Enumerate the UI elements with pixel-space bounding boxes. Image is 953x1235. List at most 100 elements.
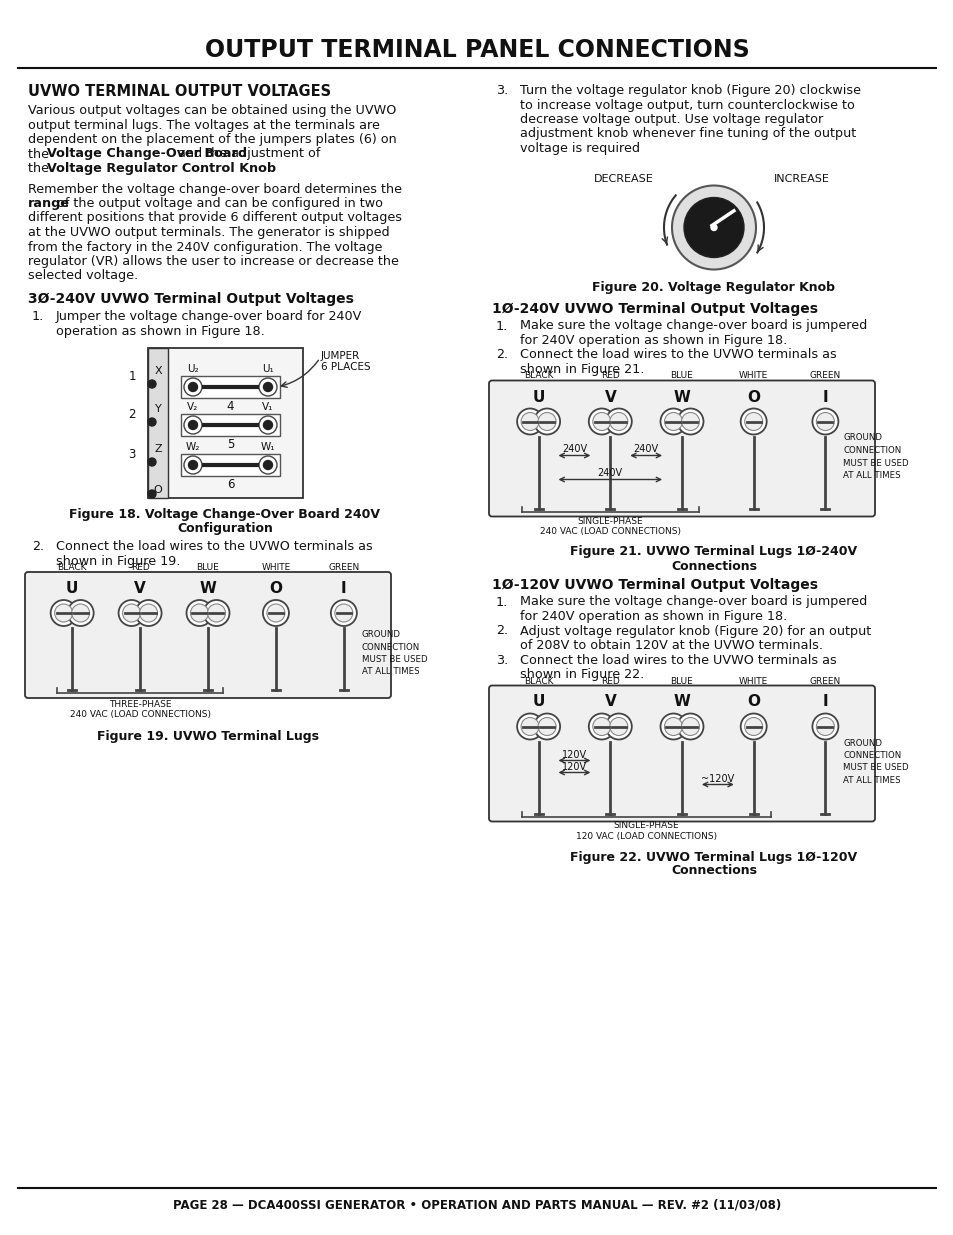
Text: 1.: 1. [496,320,508,332]
Circle shape [517,409,542,435]
Text: 5: 5 [227,438,233,451]
Circle shape [816,412,834,431]
Circle shape [148,490,156,498]
Circle shape [710,225,717,231]
Bar [181,375,280,398]
Text: Figure 18. Voltage Change-Over Board 240V: Figure 18. Voltage Change-Over Board 240… [70,508,380,521]
Circle shape [659,409,686,435]
Text: UVWO TERMINAL OUTPUT VOLTAGES: UVWO TERMINAL OUTPUT VOLTAGES [28,84,331,99]
Text: 6: 6 [227,478,234,492]
Text: for 240V operation as shown in Figure 18.: for 240V operation as shown in Figure 18… [519,333,786,347]
Text: GREEN: GREEN [328,563,359,572]
Circle shape [588,714,614,740]
Text: WHITE: WHITE [261,563,291,572]
Circle shape [191,604,209,622]
Text: .: . [199,162,203,175]
Text: shown in Figure 21.: shown in Figure 21. [519,363,643,375]
Text: U: U [66,580,78,597]
Text: 3Ø-240V UVWO Terminal Output Voltages: 3Ø-240V UVWO Terminal Output Voltages [28,291,354,306]
Text: 3.: 3. [496,84,508,98]
Circle shape [263,383,273,391]
Circle shape [263,600,289,626]
Circle shape [812,714,838,740]
Text: O: O [269,580,282,597]
Circle shape [267,604,285,622]
Circle shape [68,600,93,626]
Text: W: W [673,389,690,405]
Text: WHITE: WHITE [739,372,767,380]
Text: different positions that provide 6 different output voltages: different positions that provide 6 diffe… [28,211,401,225]
Text: BLUE: BLUE [670,372,693,380]
Text: V₁: V₁ [262,403,274,412]
Text: U: U [532,389,544,405]
Text: 1.: 1. [32,310,44,324]
Text: ~120V: ~120V [700,773,734,783]
Text: Make sure the voltage change-over board is jumpered: Make sure the voltage change-over board … [519,320,866,332]
Circle shape [664,412,681,431]
Circle shape [683,198,743,258]
Circle shape [534,409,559,435]
Circle shape [258,378,276,396]
Text: 6 PLACES: 6 PLACES [320,362,370,372]
Text: O: O [153,485,162,495]
Text: Figure 20. Voltage Regulator Knob: Figure 20. Voltage Regulator Knob [592,282,835,294]
Text: the: the [28,147,53,161]
Text: 2.: 2. [496,625,508,637]
Bar [148,348,168,498]
Circle shape [263,461,273,469]
Text: Z: Z [154,445,162,454]
Circle shape [184,378,202,396]
Circle shape [189,420,197,430]
Text: range: range [28,198,70,210]
Circle shape [680,718,699,736]
Circle shape [148,458,156,466]
Circle shape [258,456,276,474]
Text: W: W [673,694,690,709]
Circle shape [816,718,834,736]
Text: Figure 19. UVWO Terminal Lugs: Figure 19. UVWO Terminal Lugs [97,730,318,743]
Circle shape [148,417,156,426]
Text: Connect the load wires to the UVWO terminals as: Connect the load wires to the UVWO termi… [56,540,373,553]
Text: voltage is required: voltage is required [519,142,639,156]
Circle shape [186,600,213,626]
Circle shape [812,409,838,435]
Circle shape [588,409,614,435]
Text: BLACK: BLACK [57,563,87,572]
Text: I: I [340,580,346,597]
Text: from the factory in the 240V configuration. The voltage: from the factory in the 240V configurati… [28,241,382,253]
Circle shape [135,600,161,626]
Text: regulator (VR) allows the user to increase or decrease the: regulator (VR) allows the user to increa… [28,254,398,268]
Circle shape [744,718,761,736]
Text: INCREASE: INCREASE [773,174,829,184]
Circle shape [139,604,157,622]
Text: 240V: 240V [598,468,622,478]
Text: 120V: 120V [561,750,586,760]
Text: O: O [746,389,760,405]
Text: adjustment knob whenever fine tuning of the output: adjustment knob whenever fine tuning of … [519,127,856,141]
Circle shape [148,380,156,388]
Text: 2.: 2. [32,540,44,553]
Text: U: U [532,694,544,709]
Text: OUTPUT TERMINAL PANEL CONNECTIONS: OUTPUT TERMINAL PANEL CONNECTIONS [204,38,749,62]
Circle shape [609,412,627,431]
Circle shape [592,412,610,431]
Text: 240V: 240V [633,445,658,454]
Text: Voltage Regulator Control Knob: Voltage Regulator Control Knob [47,162,276,175]
Text: Configuration: Configuration [177,522,273,535]
Circle shape [537,412,556,431]
Circle shape [71,604,90,622]
Circle shape [744,412,761,431]
Circle shape [208,604,225,622]
Text: V: V [604,389,616,405]
Text: selected voltage.: selected voltage. [28,269,138,283]
Circle shape [740,714,766,740]
Circle shape [677,714,702,740]
Circle shape [54,604,72,622]
Text: O: O [746,694,760,709]
Text: I: I [821,694,827,709]
Text: the: the [28,162,53,175]
Text: GROUND
CONNECTION
MUST BE USED
AT ALL TIMES: GROUND CONNECTION MUST BE USED AT ALL TI… [842,433,908,480]
Text: and the adjustment of: and the adjustment of [173,147,319,161]
Text: U₁: U₁ [262,364,274,374]
Text: Adjust voltage regulator knob (Figure 20) for an output: Adjust voltage regulator knob (Figure 20… [519,625,870,637]
